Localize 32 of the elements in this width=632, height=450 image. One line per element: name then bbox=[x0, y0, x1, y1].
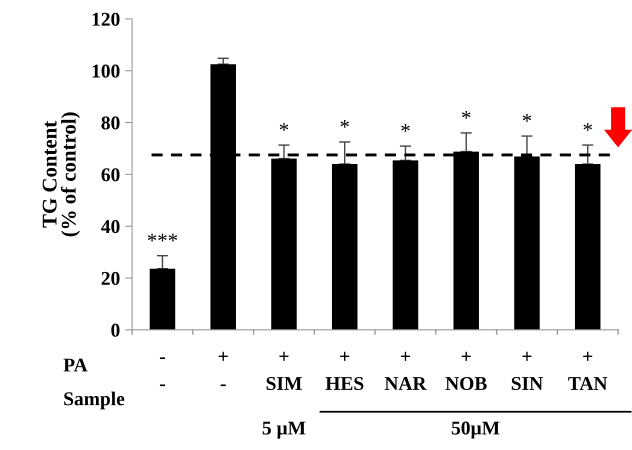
annotation: * bbox=[522, 114, 532, 122]
y-tick-label: 60 bbox=[102, 168, 120, 182]
y-tick-label: 120 bbox=[92, 12, 120, 26]
annotation: *** bbox=[148, 234, 178, 242]
annotation: * bbox=[462, 110, 470, 119]
y-tick-label: 0 bbox=[111, 324, 120, 337]
annotation: * bbox=[401, 124, 410, 132]
x-tick-label: + SIN bbox=[512, 352, 543, 390]
text: Sample bbox=[64, 392, 124, 410]
annotation: * bbox=[584, 123, 592, 131]
x-tick-label: + SIM bbox=[266, 352, 302, 390]
text: PA bbox=[64, 358, 88, 372]
x-tick-label: + HES bbox=[326, 352, 364, 390]
y-tick-label: 80 bbox=[101, 116, 120, 130]
annotation: * bbox=[340, 120, 349, 128]
text: 5 µM bbox=[262, 422, 306, 439]
bar bbox=[332, 164, 358, 330]
bar bbox=[392, 160, 418, 330]
text: 50µM bbox=[452, 421, 500, 439]
bar bbox=[271, 158, 297, 330]
x-tick-label: + NOB bbox=[446, 352, 487, 390]
category-label: + - bbox=[218, 352, 228, 386]
y-axis-title: TG Content (% of control) bbox=[42, 112, 80, 236]
bar bbox=[574, 164, 600, 330]
y-tick-label: 100 bbox=[92, 64, 120, 78]
y-tick-label: 40 bbox=[101, 220, 120, 234]
x-tick-label: + TAN bbox=[568, 352, 608, 390]
category-label: - - bbox=[160, 357, 165, 386]
bar bbox=[150, 268, 176, 330]
y-tick-label: 20 bbox=[102, 272, 120, 285]
x-tick-label: + NAR bbox=[384, 352, 427, 390]
annotation: * bbox=[280, 123, 288, 131]
